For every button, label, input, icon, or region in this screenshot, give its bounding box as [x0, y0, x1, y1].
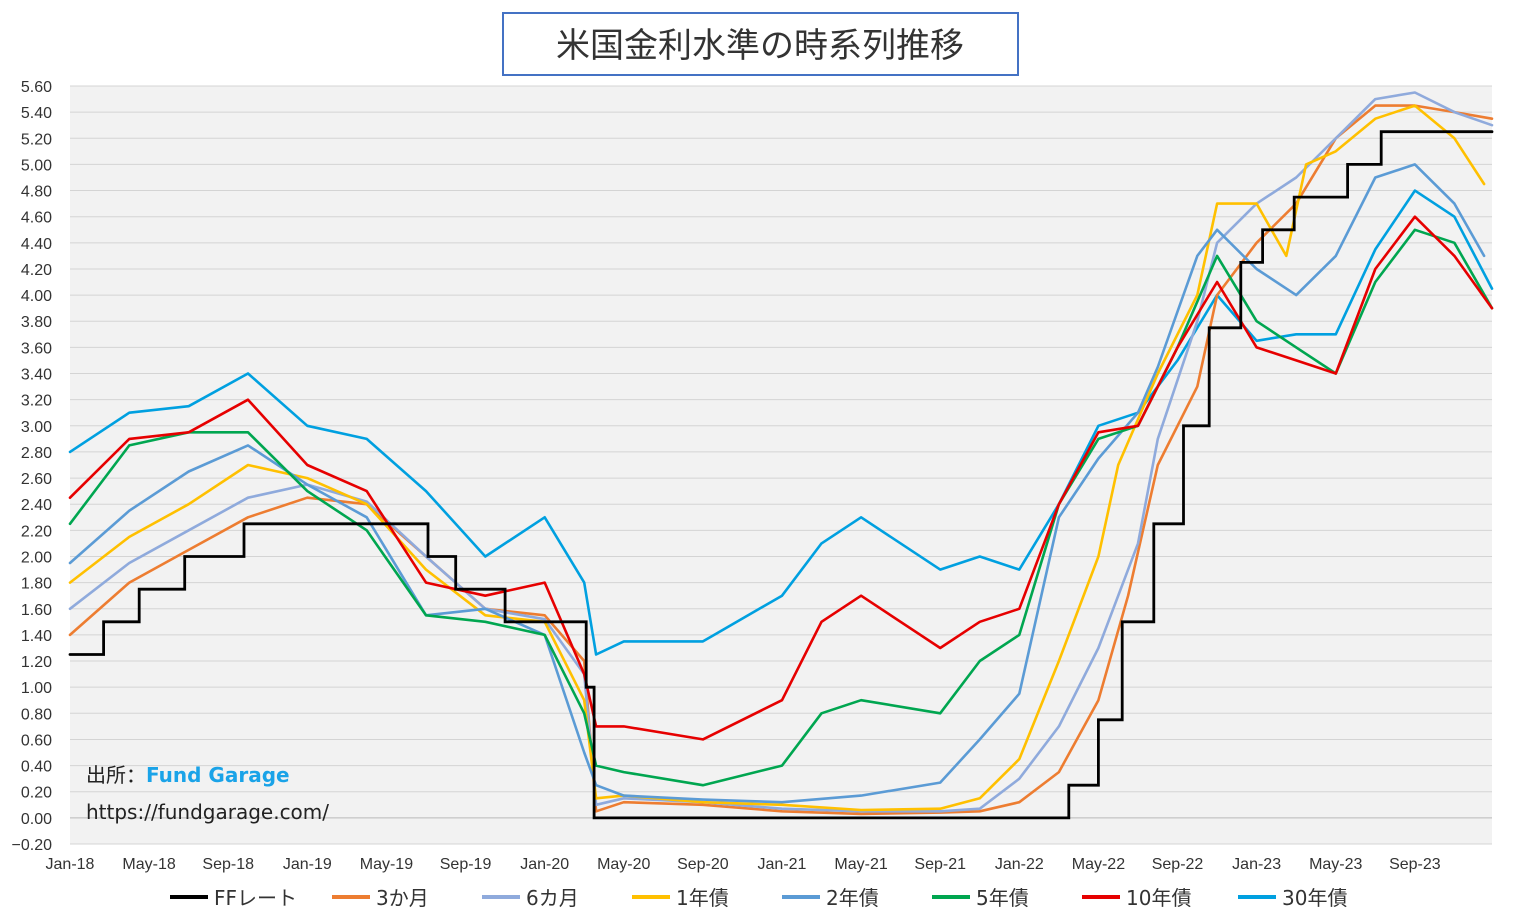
y-tick-label: 5.60 — [21, 79, 52, 96]
source-url: https://fundgarage.com/ — [86, 800, 329, 824]
x-tick-label: May-18 — [122, 856, 175, 873]
y-tick-label: 0.40 — [21, 759, 52, 776]
y-axis-ticks: 5.60 5.40 5.20 5.00 4.80 4.60 4.40 4.20 4.00 3.80… — [12, 79, 53, 854]
y-tick-label: 3.20 — [21, 393, 52, 410]
legend-item: FFレート — [170, 886, 297, 910]
legend: FFレート 3か月 6カ月 1年債 2年債 5年債 10年債 30年債 — [170, 886, 1347, 910]
x-tick-label: Jan-18 — [46, 856, 95, 873]
chart-title: 米国金利水準の時系列推移 — [556, 26, 964, 66]
y-tick-label: 2.60 — [21, 471, 52, 488]
y-tick-label: 5.40 — [21, 105, 52, 122]
series-lines — [68, 91, 1494, 820]
legend-label: 1年債 — [676, 886, 729, 910]
x-tick-label: Jan-21 — [758, 856, 807, 873]
y-tick-label: 1.40 — [21, 628, 52, 645]
y-tick-label: 4.40 — [21, 236, 52, 253]
series-line-2 — [68, 91, 1494, 813]
legend-item: 2年債 — [782, 886, 879, 910]
y-tick-label: 4.80 — [21, 184, 52, 201]
y-tick-label: 0.80 — [21, 706, 52, 723]
y-tick-label: 0.60 — [21, 732, 52, 749]
x-tick-label: May-20 — [597, 856, 650, 873]
y-tick-label: −0.20 — [12, 837, 53, 854]
source-label: 出所：Fund Garage — [86, 763, 290, 787]
legend-label: 30年債 — [1282, 886, 1347, 910]
y-tick-label: 4.60 — [21, 210, 52, 227]
legend-label: 10年債 — [1126, 886, 1191, 910]
legend-item: 10年債 — [1082, 886, 1191, 910]
x-tick-label: Sep-20 — [677, 856, 729, 873]
legend-item: 1年債 — [632, 886, 729, 910]
series-line-7 — [68, 189, 1494, 656]
x-tick-label: May-22 — [1072, 856, 1125, 873]
x-tick-label: Jan-19 — [283, 856, 332, 873]
series-line-4 — [68, 163, 1486, 804]
legend-label: 5年債 — [976, 886, 1029, 910]
y-tick-label: 1.00 — [21, 680, 52, 697]
y-tick-label: 2.20 — [21, 523, 52, 540]
y-tick-label: 5.20 — [21, 131, 52, 148]
legend-label: 3か月 — [376, 886, 429, 910]
x-tick-label: Sep-22 — [1152, 856, 1204, 873]
legend-label: 6カ月 — [526, 886, 579, 910]
y-tick-label: 2.40 — [21, 497, 52, 514]
x-tick-label: Jan-20 — [520, 856, 569, 873]
legend-label: 2年債 — [826, 886, 879, 910]
y-tick-label: 1.20 — [21, 654, 52, 671]
source-annotation: 出所：Fund Garage https://fundgarage.com/ — [86, 763, 329, 824]
y-tick-label: 1.80 — [21, 576, 52, 593]
y-tick-label: 2.00 — [21, 549, 52, 566]
legend-item: 30年債 — [1238, 886, 1347, 910]
title-box — [502, 12, 1019, 76]
grid-lines — [70, 85, 1492, 845]
x-tick-label: Sep-21 — [914, 856, 966, 873]
legend-label: FFレート — [214, 886, 297, 910]
legend-item: 6カ月 — [482, 886, 579, 910]
source-prefix: 出所： — [86, 763, 146, 787]
plot-area — [70, 86, 1492, 844]
series-line-3 — [68, 104, 1486, 812]
y-tick-label: 0.00 — [21, 811, 52, 828]
y-tick-label: 3.80 — [21, 314, 52, 331]
x-tick-label: Sep-19 — [440, 856, 492, 873]
y-tick-label: 3.60 — [21, 340, 52, 357]
y-tick-label: 4.00 — [21, 288, 52, 305]
series-line-5 — [68, 228, 1494, 787]
x-tick-label: Sep-23 — [1389, 856, 1441, 873]
y-tick-label: 3.40 — [21, 367, 52, 384]
y-tick-label: 4.20 — [21, 262, 52, 279]
y-tick-label: 2.80 — [21, 445, 52, 462]
x-tick-label: May-19 — [360, 856, 413, 873]
y-tick-label: 3.00 — [21, 419, 52, 436]
legend-item: 5年債 — [932, 886, 1029, 910]
y-tick-label: 1.60 — [21, 602, 52, 619]
y-tick-label: 5.00 — [21, 157, 52, 174]
x-tick-label: Sep-18 — [202, 856, 254, 873]
x-tick-label: Jan-23 — [1232, 856, 1281, 873]
series-line-6 — [68, 215, 1494, 741]
x-tick-label: May-21 — [834, 856, 887, 873]
series-line-0 — [68, 130, 1494, 820]
legend-item: 3か月 — [332, 886, 429, 910]
x-tick-label: May-23 — [1309, 856, 1362, 873]
y-tick-label: 0.20 — [21, 785, 52, 802]
x-tick-label: Jan-22 — [995, 856, 1044, 873]
source-name: Fund Garage — [146, 763, 290, 787]
